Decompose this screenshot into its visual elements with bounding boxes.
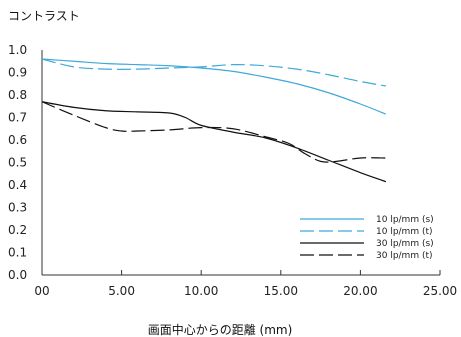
y-tick-group: 0.0 0.1 0.2 0.3 0.4 0.5 0.6 0.7 0.8 0.9 1.0 [8, 43, 27, 282]
legend: 10 lp/mm (s) 10 lp/mm (t) 30 lp/mm (s) 30 l… [300, 215, 434, 261]
y-tick-label: 0.9 [8, 66, 27, 80]
series-line-2 [41, 58, 386, 87]
x-tick-label: 20.00 [343, 284, 377, 298]
y-tick-label: 0.5 [8, 156, 27, 170]
x-axis-title: 画面中心からの距離 (mm) [148, 322, 293, 337]
y-tick-label: 0.0 [8, 268, 27, 282]
x-tick-label: 10.00 [184, 284, 218, 298]
x-tick-label: 00 [34, 284, 49, 298]
y-tick-label: 0.7 [8, 111, 27, 125]
y-tick-label: 0.8 [8, 88, 27, 102]
y-tick-label: 1.0 [8, 43, 27, 57]
series-line-4 [41, 101, 386, 163]
y-tick-label: 0.2 [8, 223, 27, 237]
series-group [41, 58, 387, 183]
y-tick-label: 0.4 [8, 178, 27, 192]
series-line-1 [41, 58, 387, 115]
y-tick-label: 0.1 [8, 246, 27, 260]
y-tick-label: 0.6 [8, 133, 27, 147]
y-tick-label: 0.3 [8, 201, 27, 215]
legend-label: 10 lp/mm (t) [376, 227, 433, 237]
legend-label: 10 lp/mm (s) [376, 215, 434, 225]
legend-label: 30 lp/mm (s) [376, 239, 434, 249]
y-axis-title: コントラスト [8, 9, 80, 23]
x-tick-label: 15.00 [264, 284, 298, 298]
series-line-3 [41, 101, 387, 183]
legend-label: 30 lp/mm (t) [376, 251, 433, 261]
x-tick-label: 25.00 [423, 284, 457, 298]
x-tick-label: 5.00 [108, 284, 135, 298]
x-tick-group: 00 5.00 10.00 15.00 20.00 25.00 [34, 270, 457, 298]
